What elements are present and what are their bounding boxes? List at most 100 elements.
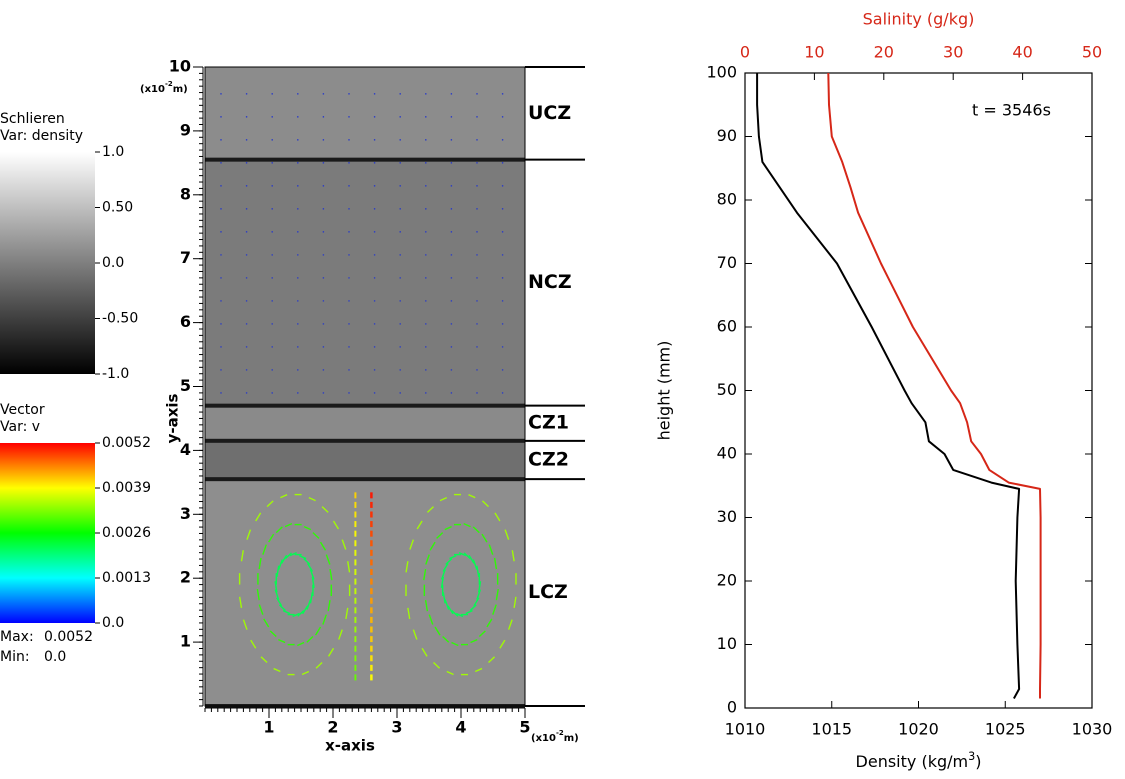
y-tick-label: 5 [180,376,191,395]
vector-arrow [327,647,335,657]
vector-dot [245,277,248,279]
vector-dot [501,116,504,118]
legend-tick-label: 1.0 [102,144,124,160]
vector-arrow [442,592,446,604]
vector-arrow [447,605,454,615]
y-unit-exp: -2 [165,80,173,88]
vector-dot [476,116,478,118]
vector-arrow [289,552,297,557]
vector-arrow [409,539,415,550]
vector-arrow [284,523,293,528]
vector-arrow [273,667,281,673]
vector-arrow [282,609,291,615]
zone-region [205,479,525,706]
legend-tick-label: 0.0026 [102,525,151,541]
vector-arrow [474,667,483,673]
vector-dot [373,208,376,210]
zone-label: CZ2 [528,448,569,470]
vector-dot [399,116,402,118]
vector-dot [476,139,478,141]
y-tick-label: 60 [717,317,737,336]
x-axis-title-rest: ) [975,752,981,771]
vector-dot [501,231,504,233]
vector-dot [450,231,453,233]
vector-arrow [268,533,275,543]
vector-dot [220,254,222,256]
vector-dot [348,300,350,302]
vector-arrow [492,604,497,615]
vector-arrow [238,596,243,608]
vector-dot [245,162,248,164]
vector-arrow [311,576,315,589]
vector-arrow [322,614,328,625]
vector-arrow [280,494,288,499]
y-tick-label: 30 [717,507,737,526]
vector-arrow [278,604,286,612]
vector-dot [348,116,350,118]
vector-arrow [478,581,482,593]
vector-dot [373,93,376,95]
vector-dot [271,254,274,256]
x-unit-exp: -2 [556,729,564,737]
vector-arrow [428,614,434,625]
vector-arrow [302,605,309,615]
vector-dot [501,254,504,256]
zone-region [205,159,525,406]
y-tick-label: 50 [717,380,737,399]
zone-region [205,440,525,480]
vector-dot [450,116,453,118]
vector-dot [501,346,504,348]
y-unit-rest: m) [173,84,188,95]
vector-dot [271,369,274,371]
vector-dot [297,323,299,325]
vector-dot [399,300,402,302]
vector-dot [476,369,478,371]
vector-arrow [266,500,274,508]
vector-dot [399,392,402,394]
vector-dot [476,231,478,233]
vector-dot [425,369,427,371]
vector-dot [501,139,504,141]
vector-dot [297,139,299,141]
vector-arrow [347,561,351,573]
y-tick-label: 4 [180,440,191,459]
vector-arrow [314,626,322,636]
vector-arrow [284,552,292,560]
vector-dot [322,346,325,348]
vector-dot [322,185,325,187]
zone-label: NCZ [528,271,572,293]
vector-dot [245,300,248,302]
y-tick-label: 0 [727,698,737,717]
vector-dot [399,93,402,95]
vector-dot [399,346,402,348]
max-label: Max: [0,629,34,645]
vector-dot [348,392,350,394]
vector-dot [220,162,222,164]
y-unit-base: (x10 [140,84,165,95]
vector-dot [450,392,453,394]
x-axis-title: Density (kg/m3) [856,750,982,771]
min-label: Min: [0,649,30,665]
vector-dot [476,346,478,348]
vector-dot [220,93,222,95]
y-tick-label: 7 [180,248,191,267]
vector-dot [501,323,504,325]
vector-arrow [309,592,313,604]
vector-arrow [338,629,343,640]
vector-arrow [486,618,493,628]
x-tick-label: 3 [391,718,402,737]
vector-dot [220,139,222,141]
vector-arrow [449,554,457,560]
vector-dot [220,300,222,302]
zone-label: UCZ [528,102,571,124]
vector-arrow [312,532,320,539]
vector-arrow [465,609,473,615]
vector-arrow [407,607,411,620]
vector-dot [297,300,299,302]
vector-arrow [297,641,305,647]
vector-dot [322,231,325,233]
vector-arrow [306,636,314,643]
vector-dot [373,231,376,233]
vector-dot [501,392,504,394]
